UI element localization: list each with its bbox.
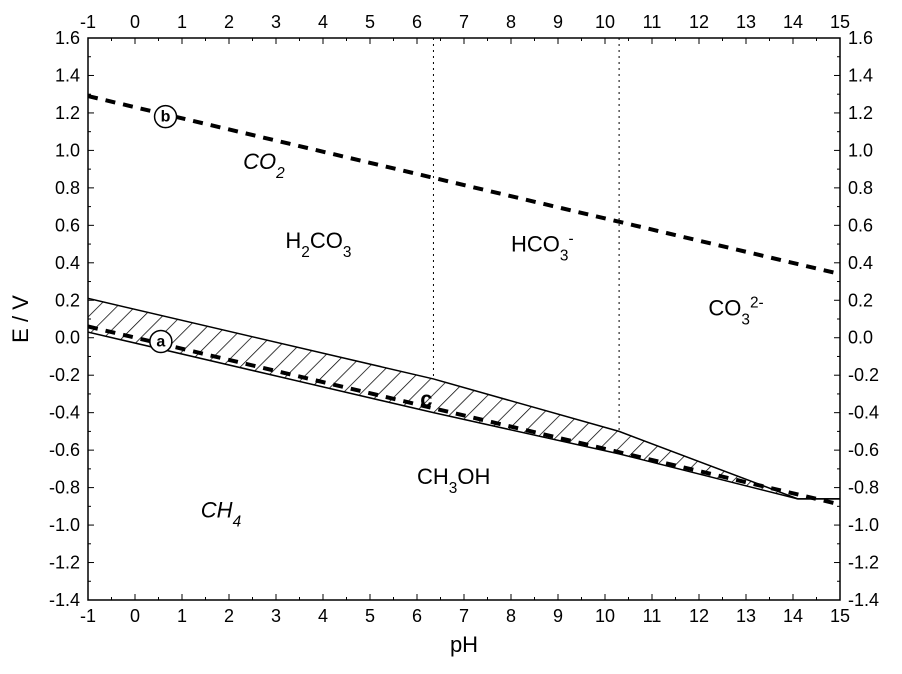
y-tick-label: 0.2 (55, 290, 80, 310)
x-tick-label-top: -1 (80, 12, 96, 32)
pourbaix-chart: -1-1001122334455667788991010111112121313… (0, 0, 902, 674)
x-tick-label: -1 (80, 606, 96, 626)
x-tick-label-top: 1 (177, 12, 187, 32)
y-tick-label: -0.6 (49, 440, 80, 460)
x-tick-label: 4 (318, 606, 328, 626)
y-tick-label: -0.2 (49, 365, 80, 385)
x-tick-label: 9 (553, 606, 563, 626)
region-label: CO2 (243, 149, 285, 182)
y-tick-label-right: -0.8 (848, 478, 879, 498)
y-axis-title: E / V (8, 295, 33, 343)
y-tick-label-right: 1.0 (848, 140, 873, 160)
y-tick-label: 0.6 (55, 215, 80, 235)
y-tick-label-right: -0.6 (848, 440, 879, 460)
y-tick-label: 1.6 (55, 28, 80, 48)
x-tick-label: 13 (736, 606, 756, 626)
x-tick-label-top: 15 (830, 12, 850, 32)
x-axis-title: pH (450, 632, 478, 657)
x-tick-label: 10 (595, 606, 615, 626)
region-label: CH4 (201, 498, 241, 531)
y-tick-label: -0.4 (49, 403, 80, 423)
x-tick-label: 11 (643, 606, 662, 626)
y-tick-label: 0.8 (55, 178, 80, 198)
point-label-a: a (156, 333, 165, 350)
x-tick-label: 3 (271, 606, 281, 626)
y-tick-label-right: 0.6 (848, 215, 873, 235)
y-tick-label: -0.8 (49, 478, 80, 498)
y-tick-label: 1.2 (55, 103, 80, 123)
x-tick-label: 7 (459, 606, 469, 626)
y-tick-label: -1.0 (49, 515, 80, 535)
y-tick-label: -1.4 (49, 590, 80, 610)
y-tick-label-right: 0.8 (848, 178, 873, 198)
y-tick-label-right: -1.0 (848, 515, 879, 535)
y-tick-label-right: -0.2 (848, 365, 879, 385)
y-tick-label: -1.2 (49, 553, 80, 573)
x-tick-label-top: 11 (643, 12, 662, 32)
x-tick-label-top: 3 (271, 12, 281, 32)
y-tick-label-right: 1.4 (848, 65, 873, 85)
y-tick-label-right: 0.0 (848, 328, 873, 348)
region-label: H2CO3 (285, 228, 351, 261)
y-tick-label-right: -1.4 (848, 590, 879, 610)
region-label: CO32- (708, 294, 763, 328)
x-tick-label-top: 10 (595, 12, 615, 32)
x-tick-label-top: 8 (506, 12, 516, 32)
y-tick-label-right: -1.2 (848, 553, 879, 573)
y-tick-label: 1.0 (55, 140, 80, 160)
x-tick-label: 6 (412, 606, 422, 626)
y-tick-label: 0.4 (55, 253, 80, 273)
x-tick-label-top: 7 (459, 12, 469, 32)
x-tick-label-top: 14 (783, 12, 803, 32)
x-tick-label-top: 9 (553, 12, 563, 32)
x-tick-label-top: 4 (318, 12, 328, 32)
x-tick-label-top: 5 (365, 12, 375, 32)
x-tick-label: 15 (830, 606, 850, 626)
y-tick-label-right: -0.4 (848, 403, 879, 423)
y-tick-label: 1.4 (55, 65, 80, 85)
point-label-b: b (161, 109, 171, 126)
y-tick-label-right: 1.6 (848, 28, 873, 48)
x-tick-label-top: 2 (224, 12, 234, 32)
y-tick-label-right: 1.2 (848, 103, 873, 123)
y-tick-label: 0.0 (55, 328, 80, 348)
x-tick-label: 0 (130, 606, 140, 626)
x-tick-label-top: 13 (736, 12, 756, 32)
x-tick-label: 12 (689, 606, 709, 626)
x-tick-label-top: 0 (130, 12, 140, 32)
y-tick-label-right: 0.2 (848, 290, 873, 310)
chart-svg: -1-1001122334455667788991010111112121313… (0, 0, 902, 674)
x-tick-label: 14 (783, 606, 803, 626)
region-label: CH3OH (417, 464, 490, 497)
x-tick-label: 1 (177, 606, 187, 626)
x-tick-label: 5 (365, 606, 375, 626)
point-label-c: c (420, 387, 432, 412)
x-tick-label: 2 (224, 606, 234, 626)
x-tick-label-top: 12 (689, 12, 709, 32)
x-tick-label-top: 6 (412, 12, 422, 32)
y-tick-label-right: 0.4 (848, 253, 873, 273)
line-b (88, 96, 840, 274)
x-tick-label: 8 (506, 606, 516, 626)
region-label: HCO3- (511, 230, 574, 264)
